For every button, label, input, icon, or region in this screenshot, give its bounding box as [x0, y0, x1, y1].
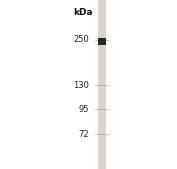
Text: kDa: kDa	[73, 8, 93, 17]
Text: 72: 72	[79, 130, 89, 139]
Text: 250: 250	[74, 35, 89, 44]
Text: 95: 95	[79, 104, 89, 114]
Bar	[98, 38, 106, 45]
Bar	[98, 0, 106, 169]
Text: 130: 130	[73, 81, 89, 90]
